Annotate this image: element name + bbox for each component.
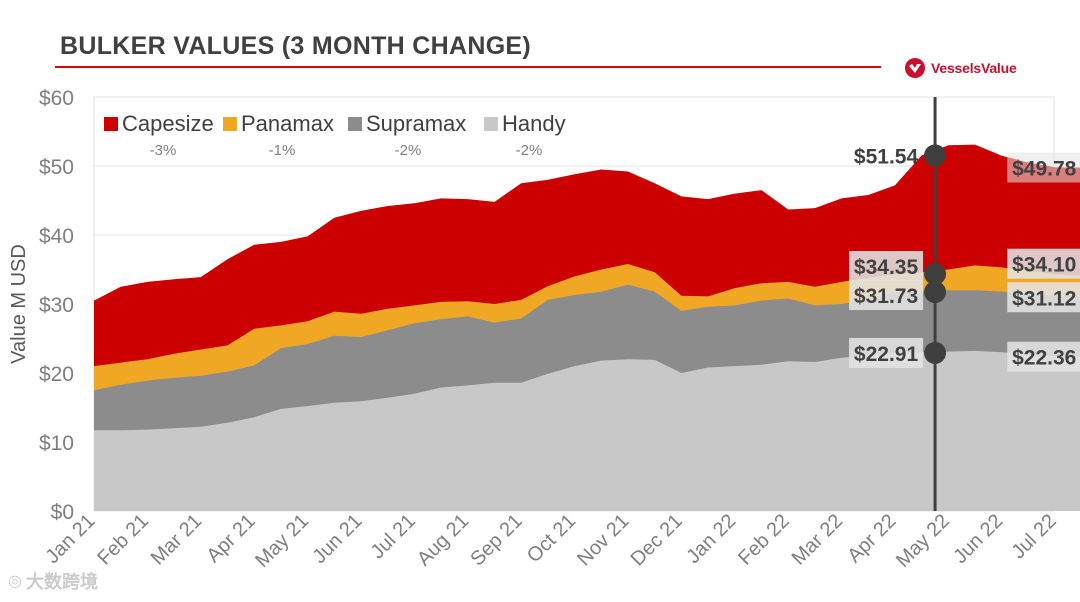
legend-label: Panamax	[241, 111, 334, 136]
watermark-text: 大数跨境	[25, 572, 98, 592]
value-label: $34.10	[1012, 254, 1076, 277]
x-tick-label: Feb 21	[93, 510, 153, 570]
legend-item-panamax: Panamax -1%	[223, 111, 334, 159]
value-label-bg	[1007, 152, 1080, 183]
x-tick-label: May 22	[892, 510, 954, 572]
legend-swatch	[484, 117, 498, 131]
x-tick-label: May 21	[251, 510, 313, 572]
vesselsvalue-logo-icon	[905, 58, 925, 78]
y-tick-label: $30	[39, 294, 74, 317]
x-tick-label: Sep 21	[466, 510, 526, 570]
value-label-bg	[849, 337, 924, 368]
x-tick-label: Mar 21	[147, 510, 207, 570]
x-tick-label: Apr 21	[203, 510, 260, 567]
legend-swatch	[348, 117, 362, 131]
value-label-bg	[849, 250, 924, 281]
y-tick-label: $20	[39, 363, 74, 386]
value-label: $31.12	[1012, 287, 1076, 310]
legend-label: Capesize	[122, 111, 214, 136]
marker-dot	[924, 262, 947, 285]
x-tick-label: Apr 22	[843, 510, 900, 567]
value-label-bg	[849, 280, 924, 311]
value-label: $49.78	[1012, 158, 1077, 181]
legend-item-capesize: Capesize -3%	[104, 111, 214, 159]
y-tick-label: $40	[39, 225, 74, 248]
y-tick-label: $0	[51, 501, 74, 524]
value-label: $34.35	[854, 256, 919, 279]
value-label-bg	[1007, 282, 1080, 313]
y-axis-label: Value M USD	[8, 244, 30, 364]
marker-dot	[924, 144, 947, 167]
x-tick-label: Jun 21	[309, 510, 367, 568]
brand-logo: VesselsValue	[904, 57, 1017, 79]
value-label: $22.91	[854, 343, 919, 366]
value-label-bg	[1007, 341, 1080, 372]
legend-change: -1%	[269, 142, 296, 159]
y-tick-label: $10	[39, 432, 74, 455]
x-tick-label: Aug 21	[413, 510, 473, 570]
marker-dot	[924, 341, 947, 364]
y-tick-label: $50	[39, 156, 74, 179]
x-tick-label: Jan 22	[682, 510, 740, 568]
y-tick-label: $60	[39, 87, 74, 110]
x-tick-label: Feb 22	[734, 510, 794, 570]
page-title: BULKER VALUES (3 MONTH CHANGE)	[60, 32, 532, 60]
brand-name: VesselsValue	[931, 60, 1017, 76]
area-series-handy	[94, 350, 1080, 511]
legend-change: -2%	[395, 142, 422, 159]
x-tick-label: Dec 21	[627, 510, 687, 570]
legend-label: Supramax	[366, 111, 466, 136]
title-underline	[55, 66, 881, 68]
legend-swatch	[104, 117, 118, 131]
value-label: $31.73	[854, 285, 918, 308]
marker-dot	[924, 281, 947, 304]
x-tick-label: Nov 21	[573, 510, 633, 570]
x-tick-label: Jul 22	[1007, 510, 1060, 563]
value-label-bg	[1007, 248, 1080, 279]
x-tick-label: Oct 21	[523, 510, 580, 567]
legend-swatch	[223, 117, 237, 131]
watermark-logo-icon: ◎	[8, 573, 22, 590]
watermark: ◎ 大数跨境	[8, 568, 98, 594]
value-label: $22.36	[1012, 347, 1076, 370]
value-label: $51.54	[854, 145, 919, 168]
legend-item-handy: Handy -2%	[484, 111, 566, 159]
x-tick-label: Jul 21	[367, 510, 420, 563]
legend-change: -2%	[516, 142, 543, 159]
legend-change: -3%	[150, 142, 177, 159]
x-tick-label: Mar 22	[788, 510, 848, 570]
legend-item-supramax: Supramax -2%	[348, 111, 466, 159]
x-tick-label: Jun 22	[949, 510, 1007, 568]
legend-label: Handy	[502, 111, 566, 136]
